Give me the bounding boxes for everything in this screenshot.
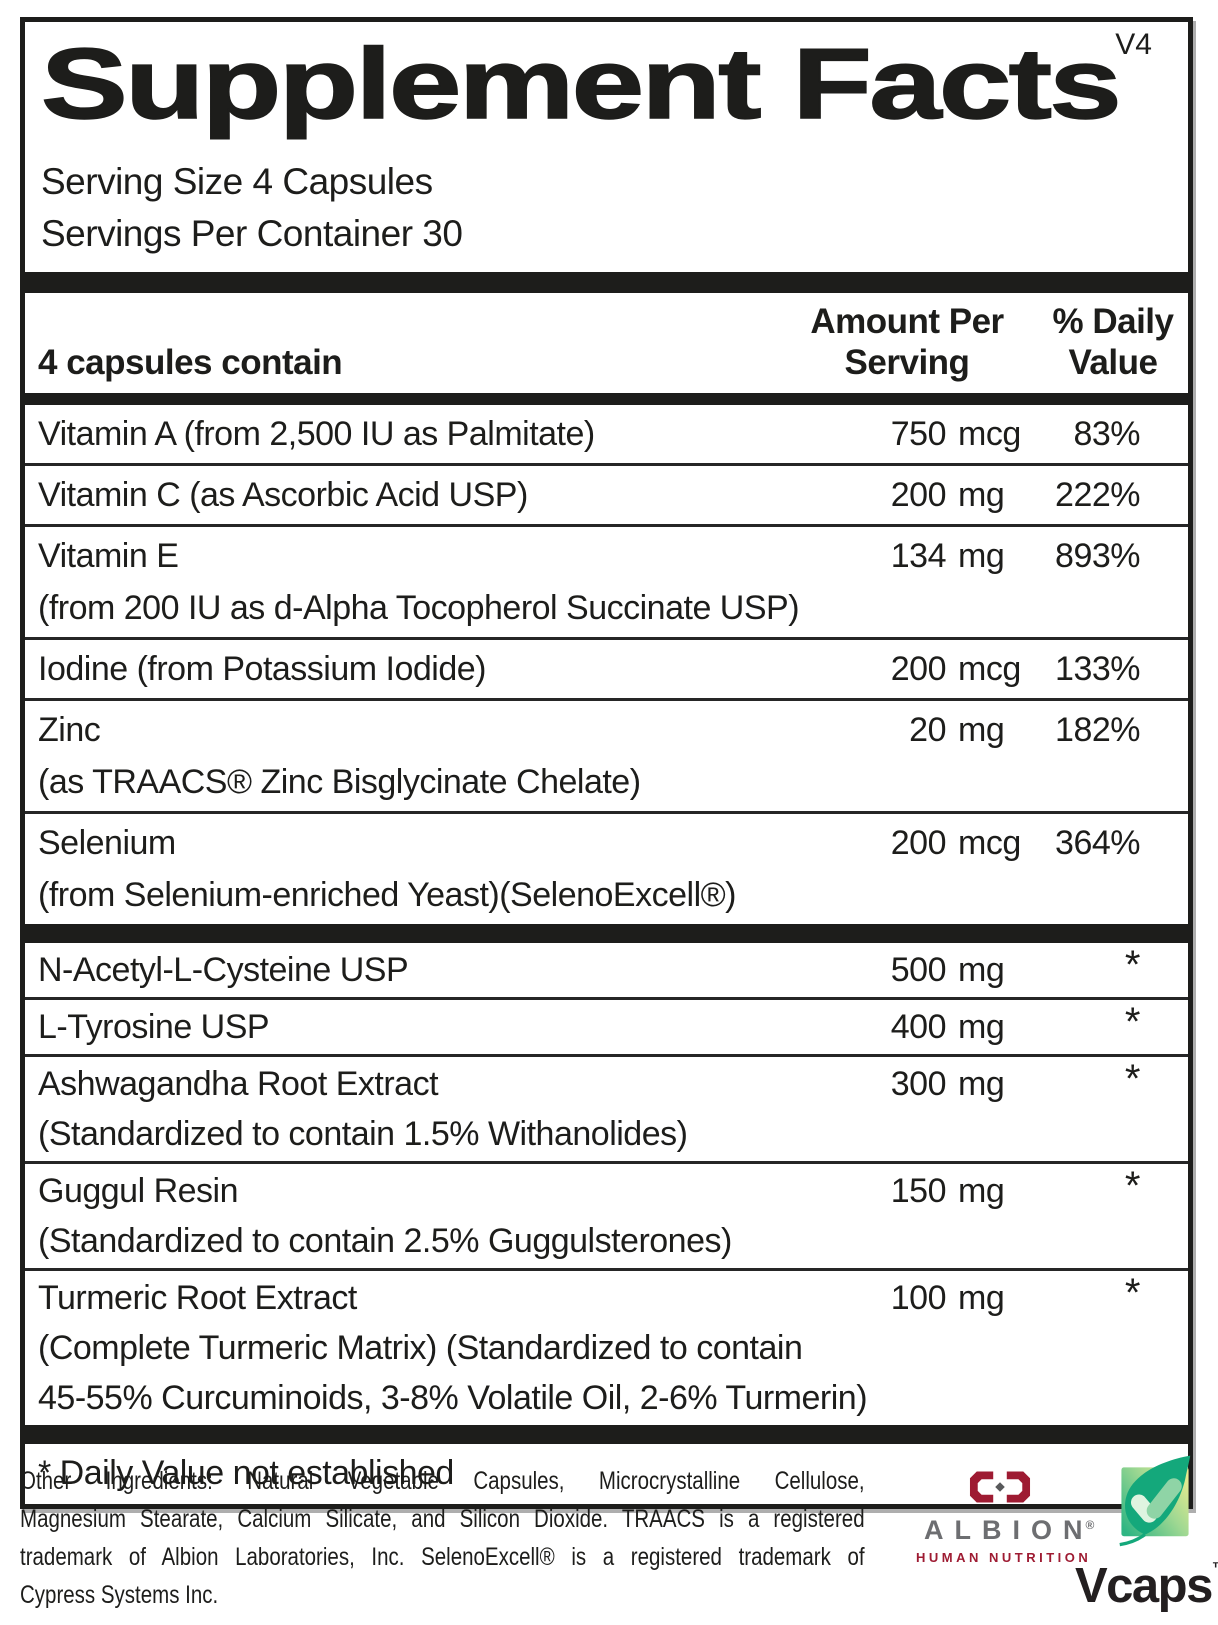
albion-logo-icon [969,1471,1031,1503]
serving-size: Serving Size 4 Capsules [41,161,433,202]
vcaps-logo: Vcaps™ [1075,1454,1218,1611]
column-header-daily-value: % Daily Value [1052,302,1175,382]
label-footer: Other Ingredients: Natural Vegetable Cap… [20,1455,1218,1625]
divider-bar-footnote [25,1425,1188,1444]
table-header-row: 4 capsules contain Amount Per Serving % … [25,293,1188,393]
other-ingredients-text: Other Ingredients: Natural Vegetable Cap… [20,1467,865,1609]
vcaps-logo-icon [1119,1455,1191,1547]
servings-per-container: Servings Per Container 30 [41,213,463,254]
ingredient-note: (from Selenium-enriched Yeast)(SelenoExc… [38,876,737,914]
daily-value-footnote: * Daily Value not established [38,1454,454,1492]
ingredient-row-selenium: Selenium 200 mcg 364% (from Selenium-enri… [25,811,1188,924]
albion-tagline: HUMAN NUTRITION [916,1550,1092,1565]
supplement-facts-panel: Supplement Facts V4 Serving Size 4 Capsu… [20,17,1193,1509]
column-header-ingredients: 4 capsules contain [38,343,343,382]
registered-mark: ® [1085,1518,1095,1532]
vitamins-minerals-section: Vitamin A (from 2,500 IU as Palmitate) 7… [25,405,1188,924]
panel-header: Supplement Facts V4 [25,22,1188,146]
ingredient-row-vitamin-c: Vitamin C (as Ascorbic Acid USP) 200 mg 2… [25,463,1188,524]
ingredient-note: (as TRAACS® Zinc Bisglycinate Chelate) [38,763,641,801]
vcaps-wordmark: Vcaps™ [1075,1546,1218,1611]
ingredient-row-turmeric: Turmeric Root Extract 100 mg * (Complete … [25,1268,1188,1425]
trademark-mark: ™ [1212,1559,1218,1578]
ingredient-note: 45-55% Curcuminoids, 3-8% Volatile Oil, … [38,1379,868,1417]
ingredient-row-iodine: Iodine (from Potassium Iodide) 200 mcg 13… [25,637,1188,698]
ingredient-row-guggul: Guggul Resin 150 mg * (Standardized to co… [25,1161,1188,1268]
column-header-amount: Amount Per Serving [810,302,1004,382]
albion-wordmark: ALBION® [924,1515,1095,1545]
ingredient-row-zinc: Zinc 20 mg 182% (as TRAACS® Zinc Bisglyci… [25,698,1188,811]
ingredient-row-nac: N-Acetyl-L-Cysteine USP 500 mg * [38,943,1141,989]
serving-info: Serving Size 4 Capsules Servings Per Con… [25,146,1188,272]
ingredient-note: (Standardized to contain 1.5% Withanolid… [38,1115,688,1153]
ingredient-note: (Standardized to contain 2.5% Guggulster… [38,1222,732,1260]
ingredient-row-vitamin-a: Vitamin A (from 2,500 IU as Palmitate) 7… [38,415,1141,453]
proprietary-section: N-Acetyl-L-Cysteine USP 500 mg * L-Tyrosi… [25,943,1188,1425]
divider-bar-top [25,272,1188,293]
divider-bar-header [25,393,1188,405]
divider-bar-section [25,924,1188,943]
panel-title: Supplement Facts [40,27,1123,141]
ingredient-row-ashwagandha: Ashwagandha Root Extract 300 mg * (Standa… [25,1054,1188,1161]
albion-logo: ALBION® HUMAN NUTRITION [916,1470,1095,1565]
ingredient-row-vitamin-e: Vitamin E 134 mg 893% (from 200 IU as d-A… [25,524,1188,637]
version-tag: V4 [1115,28,1152,61]
ingredient-note: (Complete Turmeric Matrix) (Standardized… [38,1329,803,1367]
ingredient-note: (from 200 IU as d-Alpha Tocopherol Succi… [38,589,800,627]
ingredient-row-l-tyrosine: L-Tyrosine USP 400 mg * [25,997,1188,1054]
